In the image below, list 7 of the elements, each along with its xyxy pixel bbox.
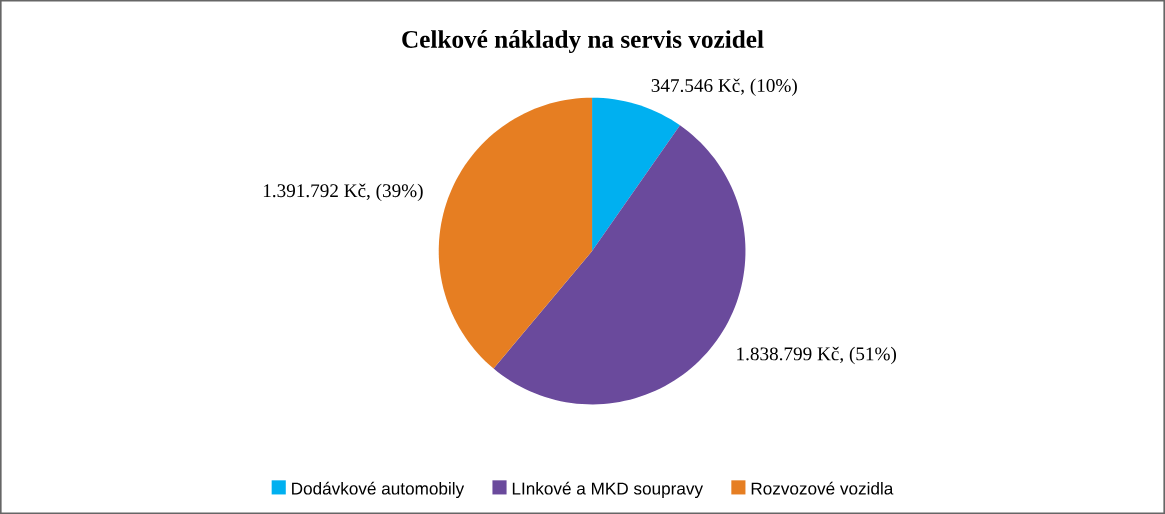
data-label: 1.838.799 Kč, (51%) [737, 346, 897, 365]
legend-label: Dodávkové automobily [292, 481, 465, 498]
data-label: 347.546 Kč, (10%) [651, 78, 797, 96]
chart-title: Celkové náklady na servis vozidel [402, 30, 764, 53]
data-label: 1.391.792 Kč, (39%) [263, 183, 423, 201]
legend-label: Rozvozové vozidla [751, 481, 894, 495]
legend-label: LInkové a MKD soupravy [512, 481, 704, 498]
